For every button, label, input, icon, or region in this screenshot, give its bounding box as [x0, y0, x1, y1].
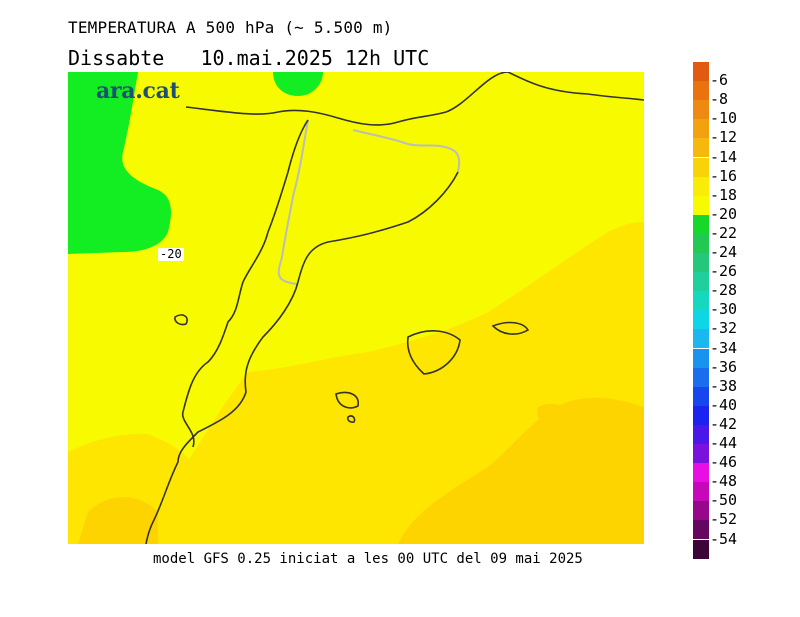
legend-label: -30: [710, 300, 738, 319]
legend-label: -36: [710, 357, 738, 376]
legend-swatch: [693, 310, 709, 330]
lake-outline: [174, 314, 188, 326]
legend-label: -22: [710, 223, 738, 242]
green-area-north: [273, 72, 323, 96]
eivissa-outline: [335, 391, 359, 409]
legend-swatch: [693, 329, 709, 349]
legend-swatch: [693, 62, 709, 81]
legend-label: -50: [710, 491, 738, 510]
legend-label: -18: [710, 185, 738, 204]
legend-swatch: [693, 482, 709, 502]
legend-label: -24: [710, 243, 738, 261]
map-canvas: [68, 72, 644, 544]
legend-swatch: [693, 100, 709, 120]
chart-title: TEMPERATURA A 500 hPa (~ 5.500 m): [68, 18, 393, 37]
coastline-north: [185, 72, 509, 126]
legend-label: -44: [710, 434, 738, 452]
legend-label: -52: [710, 510, 738, 529]
legend-label: -28: [710, 281, 738, 300]
green-area: [68, 72, 171, 254]
legend-label: -34: [710, 338, 738, 357]
coastline-east: [145, 171, 459, 544]
legend-label: -40: [710, 395, 738, 414]
legend-label: -6: [710, 71, 729, 90]
brand-logo: ara.cat: [96, 78, 180, 104]
legend-swatch: [693, 463, 709, 483]
legend-label: -14: [710, 147, 738, 166]
legend-swatch: [693, 233, 709, 253]
legend-label: -8: [710, 90, 729, 109]
legend-label: -38: [710, 376, 738, 395]
orange-patch: [537, 403, 571, 431]
legend-label: -48: [710, 472, 738, 491]
legend-label: -26: [710, 262, 738, 281]
legend-swatch: [693, 119, 709, 139]
legend-label: -10: [710, 109, 738, 128]
temperature-map: ara.cat -20: [68, 72, 644, 544]
legend-swatch: [693, 272, 709, 292]
legend-swatch: [693, 386, 709, 406]
mallorca-outline: [406, 330, 461, 375]
legend-swatch: [693, 405, 709, 425]
legend-swatch: [693, 501, 709, 521]
contour-label: -20: [158, 247, 184, 261]
orange-area: [398, 397, 644, 544]
legend-swatch: [693, 253, 709, 272]
legend-label: -46: [710, 453, 738, 472]
legend-label: -12: [710, 128, 738, 147]
legend-label: -32: [710, 319, 738, 338]
border-line: [352, 129, 461, 173]
legend-swatch: [693, 81, 709, 101]
coastline-france: [507, 72, 644, 101]
legend-swatch: [693, 520, 709, 540]
legend-swatch: [693, 195, 709, 215]
legend-swatch: [693, 157, 709, 177]
legend-swatch: [693, 138, 709, 158]
legend-swatch: [693, 539, 709, 559]
border-line-west: [277, 119, 309, 285]
legend-swatch: [693, 444, 709, 463]
legend-swatch: [693, 424, 709, 444]
model-caption: model GFS 0.25 iniciat a les 00 UTC del …: [153, 551, 583, 567]
date-subtitle: Dissabte 10.mai.2025 12h UTC: [68, 46, 430, 70]
legend-swatch: [693, 291, 709, 311]
orange-patch-west: [78, 497, 158, 544]
legend-label: -42: [710, 414, 738, 433]
legend-swatch: [693, 176, 709, 196]
region-border: [181, 119, 309, 448]
legend-label: -54: [710, 529, 738, 548]
menorca-outline: [491, 321, 530, 335]
legend-swatch: [693, 367, 709, 387]
formentera-outline: [347, 415, 356, 423]
legend-swatch: [693, 348, 709, 368]
legend-swatch: [693, 214, 709, 234]
legend-label: -16: [710, 166, 738, 185]
legend-label: -20: [710, 204, 738, 223]
